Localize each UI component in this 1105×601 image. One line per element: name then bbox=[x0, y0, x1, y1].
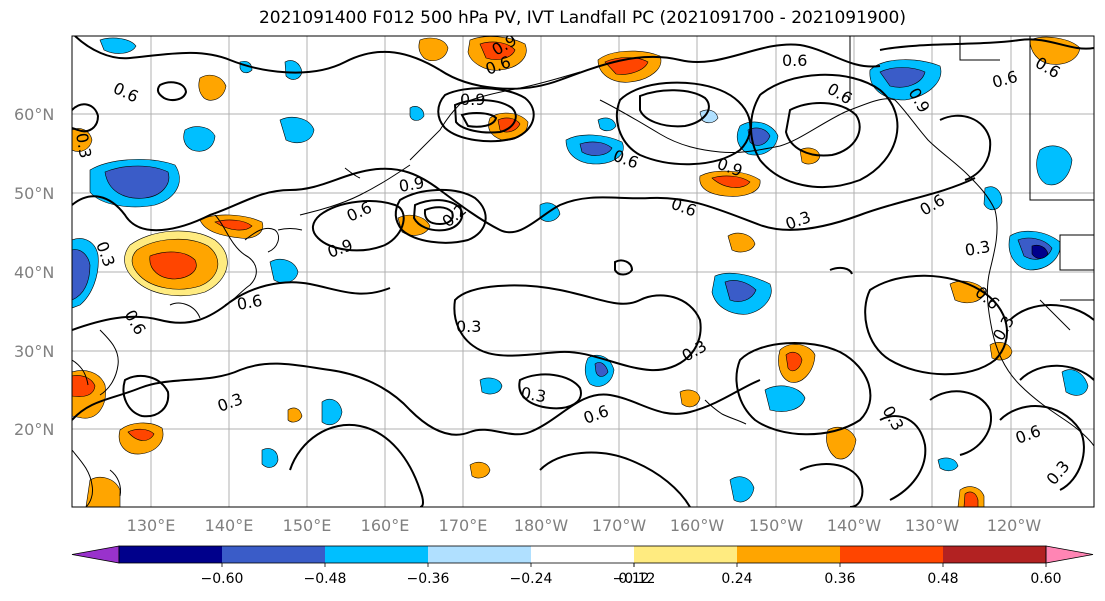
lon-label: 160°E bbox=[361, 516, 410, 535]
colorbar-tick-label: 0.12 bbox=[618, 571, 649, 587]
contour-label: 0.9 bbox=[460, 90, 485, 109]
contour-label: 0.3 bbox=[72, 131, 95, 159]
lon-label: 150°W bbox=[749, 516, 804, 535]
positive-anomaly-fills bbox=[72, 36, 1081, 507]
colorbar-tick-label: −0.48 bbox=[304, 571, 347, 587]
colorbar-segment bbox=[325, 546, 428, 563]
lon-label: 130°W bbox=[905, 516, 960, 535]
colorbar-tick-label: −0.12 bbox=[613, 571, 656, 587]
longitude-labels: 130°E 140°E 150°E 160°E 170°E 180°W 170°… bbox=[127, 516, 1042, 535]
colorbar-segment bbox=[531, 546, 634, 563]
colorbar-segment bbox=[222, 546, 325, 563]
lat-label: 50°N bbox=[14, 184, 54, 203]
lon-label: 150°E bbox=[283, 516, 332, 535]
contour-label: 0.3 bbox=[519, 383, 547, 406]
colorbar-tick-label: −0.60 bbox=[201, 571, 244, 587]
lat-label: 40°N bbox=[14, 263, 54, 282]
colorbar-segments bbox=[71, 545, 1094, 564]
contour-label: 0.6 bbox=[235, 291, 263, 314]
colorbar-ticks bbox=[221, 563, 1047, 567]
lon-label: 130°E bbox=[127, 516, 176, 535]
colorbar-tick-label: 0.48 bbox=[927, 571, 958, 587]
colorbar-frame bbox=[118, 545, 1047, 564]
contour-label: 0.9 bbox=[397, 173, 425, 196]
colorbar-extend-high bbox=[1045, 545, 1094, 564]
colorbar-segment bbox=[840, 546, 943, 563]
lat-label: 60°N bbox=[14, 105, 54, 124]
contour-label: 0.3 bbox=[456, 317, 481, 336]
colorbar-segment bbox=[428, 546, 531, 563]
map-content: 0.6 0.9 0.6 0.9 0.3 0.9 0.6 0.2 0.6 0.9 … bbox=[72, 36, 1094, 507]
lon-label: 160°W bbox=[670, 516, 725, 535]
colorbar-segment bbox=[634, 546, 737, 563]
colorbar-segment bbox=[737, 546, 840, 563]
colorbar-segment bbox=[119, 546, 222, 563]
map-title: 2021091400 F012 500 hPa PV, IVT Landfall… bbox=[258, 8, 906, 28]
coastlines bbox=[72, 36, 1094, 507]
negative-anomaly-fills bbox=[72, 37, 1089, 503]
colorbar-segment bbox=[943, 546, 1046, 563]
latitude-labels: 60°N 50°N 40°N 30°N 20°N bbox=[14, 105, 54, 439]
lat-label: 30°N bbox=[14, 342, 54, 361]
colorbar-tick-label: 0.60 bbox=[1030, 571, 1061, 587]
lon-label: 180°W bbox=[514, 516, 569, 535]
colorbar-tick-label: −0.24 bbox=[510, 571, 553, 587]
colorbar-tick-labels: −0.60 −0.48 −0.36 −0.24 −0.120.12 0.24 0.36 0.4… bbox=[201, 571, 1062, 587]
lon-label: 120°W bbox=[987, 516, 1042, 535]
lon-label: 170°E bbox=[439, 516, 488, 535]
map-frame bbox=[71, 35, 1095, 508]
colorbar-extend-low bbox=[71, 545, 120, 564]
lon-label: 170°W bbox=[592, 516, 647, 535]
colorbar: −0.60 −0.48 −0.36 −0.24 −0.120.12 0.24 0.36 0.4… bbox=[71, 545, 1094, 587]
colorbar-tick-label: 0.24 bbox=[721, 571, 752, 587]
lon-label: 140°E bbox=[205, 516, 254, 535]
colorbar-tick-label: −0.36 bbox=[407, 571, 450, 587]
colorbar-tick-label: 0.36 bbox=[824, 571, 855, 587]
contour-label: 0.3 bbox=[963, 237, 991, 260]
contour-label: 0.6 bbox=[782, 51, 807, 70]
lat-label: 20°N bbox=[14, 420, 54, 439]
lon-label: 140°W bbox=[827, 516, 882, 535]
